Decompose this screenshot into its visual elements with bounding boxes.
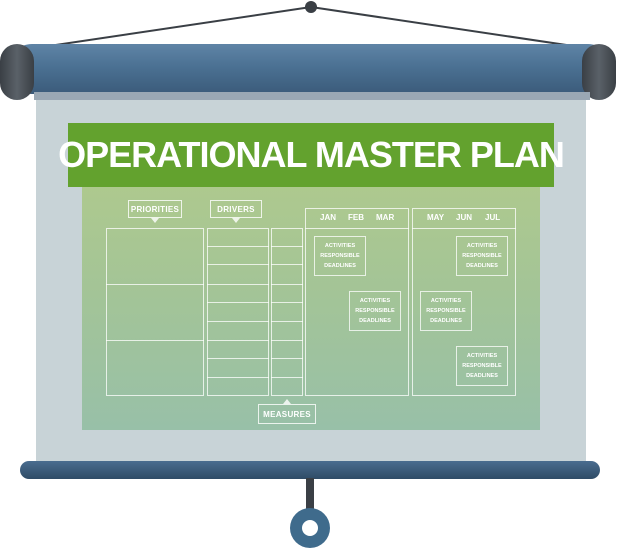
month-label: FEB <box>348 213 364 222</box>
top-roller <box>8 44 612 94</box>
measures-label: MEASURES <box>263 409 311 419</box>
priorities-tag: PRIORITIES <box>128 200 182 223</box>
roller-cap-right <box>582 44 616 100</box>
bottom-roller <box>20 461 600 479</box>
activity-card: ACTIVITIES RESPONSIBLE DEADLINES <box>349 291 401 331</box>
timeline-q1 <box>305 208 409 396</box>
activity-card: ACTIVITIES RESPONSIBLE DEADLINES <box>420 291 472 331</box>
priorities-column <box>106 228 204 396</box>
priorities-divider <box>106 284 204 285</box>
drivers-column <box>207 228 269 396</box>
hook-icon <box>305 1 317 13</box>
pull-ring-icon[interactable] <box>290 508 330 548</box>
measures-tag: MEASURES <box>258 399 316 424</box>
priorities-label: PRIORITIES <box>130 204 180 214</box>
month-label: MAR <box>376 213 395 222</box>
roller-cap-left <box>0 44 34 100</box>
priorities-divider <box>106 340 204 341</box>
pull-cord <box>306 478 314 514</box>
drivers-label: DRIVERS <box>217 204 255 214</box>
roller-shadow <box>34 92 590 100</box>
activity-card: ACTIVITIES RESPONSIBLE DEADLINES <box>456 346 508 386</box>
measures-column <box>271 228 303 396</box>
activity-card: ACTIVITIES RESPONSIBLE DEADLINES <box>456 236 508 276</box>
month-label: MAY <box>427 213 445 222</box>
plan-diagram: PRIORITIES DRIVERS MEASURES <box>82 184 540 430</box>
page-title: OPERATIONAL MASTER PLAN <box>58 134 565 175</box>
month-label: JAN <box>320 213 337 222</box>
activity-card: ACTIVITIES RESPONSIBLE DEADLINES <box>314 236 366 276</box>
title-banner: OPERATIONAL MASTER PLAN <box>58 123 565 187</box>
month-label: JUL <box>485 213 501 222</box>
hanging-wire <box>21 1 601 51</box>
month-label: JUN <box>456 213 473 222</box>
timeline-q2 <box>412 208 516 396</box>
drivers-tag: DRIVERS <box>210 200 262 223</box>
